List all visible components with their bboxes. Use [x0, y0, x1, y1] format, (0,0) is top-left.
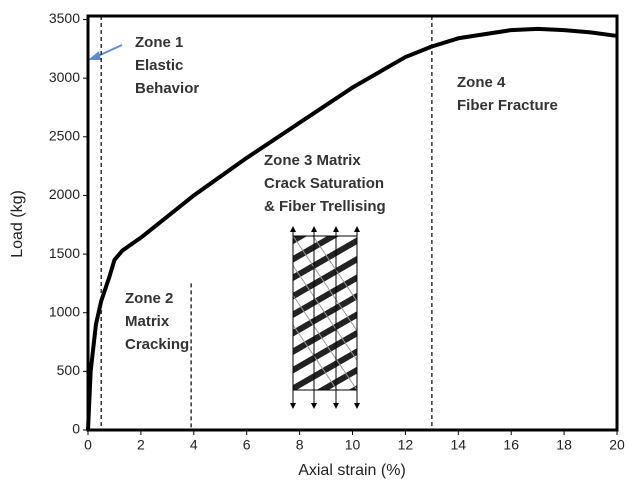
annotation: Crack Saturation [264, 175, 384, 192]
x-tick-label: 0 [84, 437, 92, 453]
blue-arrow [88, 45, 122, 60]
y-tick-label: 3000 [49, 69, 80, 85]
y-tick-label: 1000 [49, 303, 80, 319]
annotation: Cracking [125, 336, 189, 353]
x-tick-label: 16 [503, 437, 519, 453]
x-tick-label: 12 [398, 437, 414, 453]
x-tick-label: 4 [190, 437, 198, 453]
annotation: Zone 1 [135, 34, 183, 51]
annotation: Zone 4 [457, 74, 506, 91]
annotation: Elastic [135, 57, 183, 74]
annotation: Fiber Fracture [457, 97, 558, 114]
y-tick-label: 1500 [49, 245, 80, 261]
x-tick-label: 2 [137, 437, 145, 453]
page: Axial strain (%) Load (kg) 0 2 4 6 8 10 12 14 16… [0, 0, 628, 486]
y-tick-label: 3500 [49, 10, 80, 26]
annotation: Zone 3 Matrix [264, 152, 361, 169]
y-tick-label: 500 [57, 362, 81, 378]
x-axis-label: Axial strain (%) [298, 462, 406, 479]
braid-diagram [233, 226, 417, 409]
x-tick-label: 8 [296, 437, 304, 453]
y-tick-label: 0 [72, 421, 80, 437]
chart: Axial strain (%) Load (kg) 0 2 4 6 8 10 12 14 16… [0, 0, 628, 486]
annotation: Matrix [125, 313, 170, 330]
y-axis-label: Load (kg) [9, 190, 26, 258]
x-tick-label: 6 [243, 437, 251, 453]
annotation: & Fiber Trellising [264, 198, 386, 215]
annotation: Zone 2 [125, 290, 173, 307]
y-tick-label: 2000 [49, 186, 80, 202]
x-tick-label: 18 [556, 437, 572, 453]
x-tick-label: 10 [345, 437, 361, 453]
x-tick-label: 14 [451, 437, 467, 453]
x-tick-label: 20 [609, 437, 625, 453]
y-tick-label: 2500 [49, 128, 80, 144]
annotation: Behavior [135, 80, 199, 97]
